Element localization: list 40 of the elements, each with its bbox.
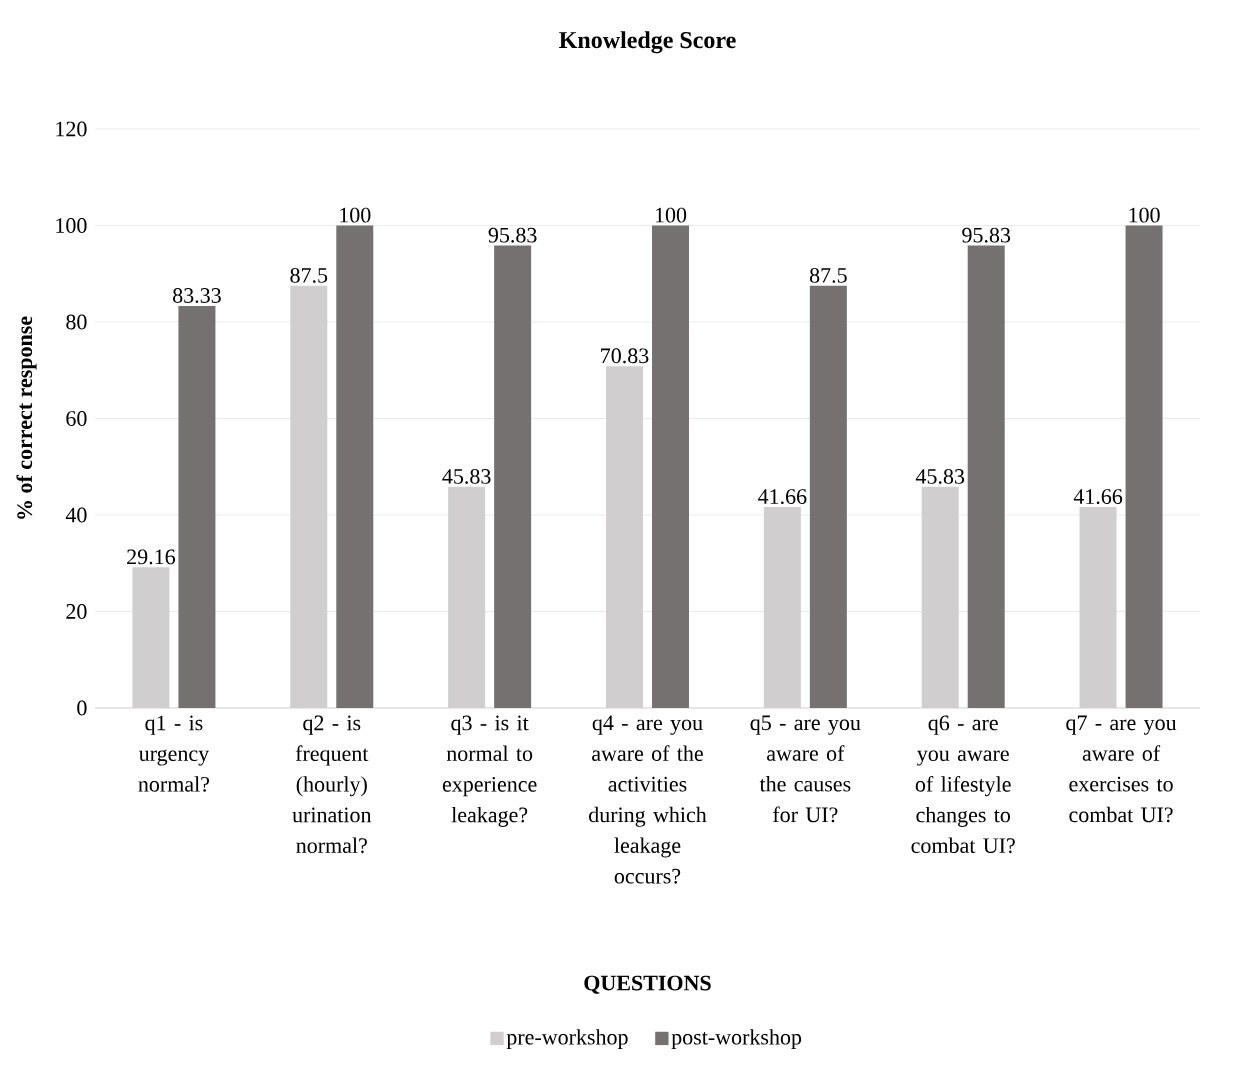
data-label: 100	[1129, 207, 1160, 223]
bar	[1125, 225, 1163, 708]
bar	[178, 305, 216, 708]
x-tick-label: q3 - is it normal to experience leakage?	[442, 715, 537, 827]
data-label: 41.66	[1073, 489, 1123, 505]
x-tick-label: q7 - are you aware of exercises to combat UI?	[1066, 715, 1177, 823]
y-tick-label: 0	[77, 700, 87, 716]
data-label: 70.83	[601, 348, 649, 364]
bar	[652, 225, 689, 708]
data-label: 100	[655, 207, 687, 223]
data-label: 83.33	[173, 288, 221, 303]
bar	[809, 285, 847, 708]
chart-title: Knowledge Score	[559, 31, 736, 54]
x-tick-label: q4 - are you aware of the activities during which leakage occurs?	[589, 715, 707, 884]
data-label: 95.83	[962, 227, 1011, 243]
y-tick-label: 40	[65, 507, 87, 523]
legend-label: post-workshop	[671, 1029, 802, 1050]
x-tick-label: q1 - is urgency normal?	[138, 715, 210, 792]
y-tick-label: 120	[56, 121, 87, 137]
data-label: 45.83	[442, 468, 491, 484]
data-label: 87.5	[809, 267, 847, 283]
data-label: 45.83	[915, 468, 965, 484]
data-label: 100	[340, 207, 371, 223]
data-label: 29.16	[127, 549, 176, 565]
legend-label: pre-workshop	[506, 1029, 628, 1050]
data-label: 87.5	[290, 267, 328, 283]
bar	[967, 245, 1005, 708]
y-tick-label: 60	[66, 411, 87, 426]
y-axis-title: % of correct response	[16, 316, 37, 519]
y-tick-label: 20	[66, 604, 87, 619]
x-axis-title: QUESTIONS	[584, 975, 711, 994]
x-tick-label: q2 - is frequent (hourly) urination normal?	[292, 715, 372, 854]
bar	[494, 245, 532, 708]
data-label: 41.66	[758, 489, 807, 505]
bar	[336, 225, 374, 708]
y-tick-label: 100	[56, 218, 87, 233]
data-label: 95.83	[488, 227, 537, 243]
x-tick-label: q5 - are you aware of the causes for UI?	[750, 715, 861, 823]
x-tick-label: q6 - are you aware of lifestyle changes to combat UI?	[911, 715, 1015, 854]
y-tick-label: 80	[66, 314, 87, 330]
